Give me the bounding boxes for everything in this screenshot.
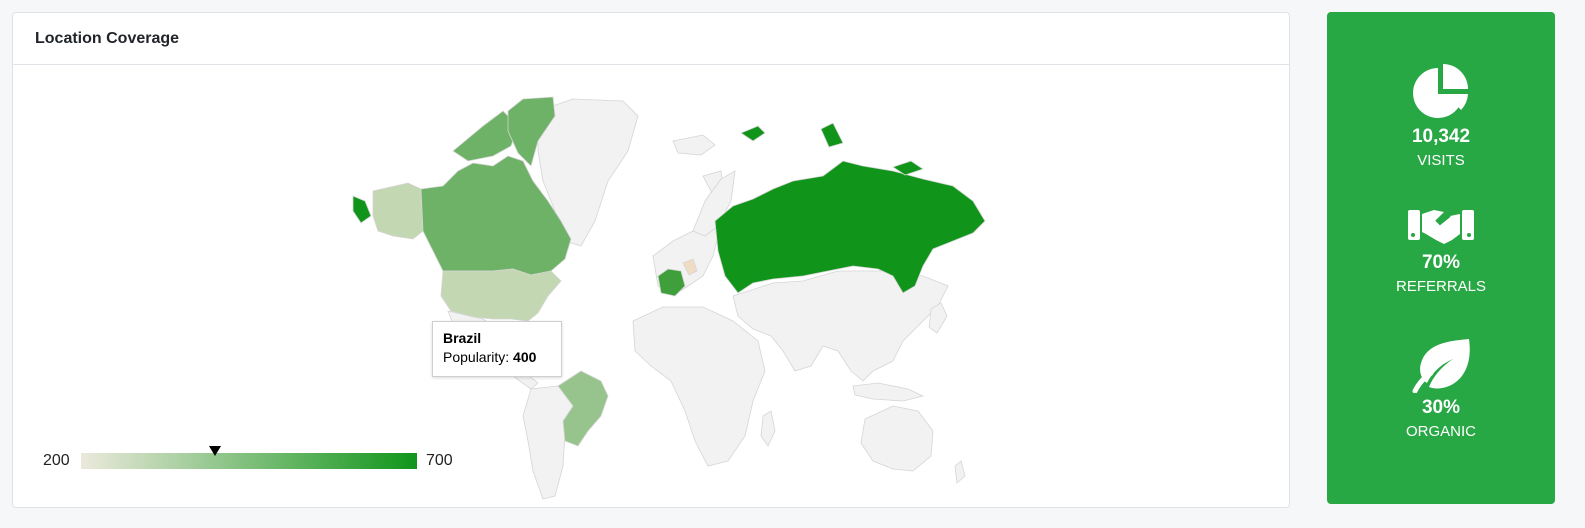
country-greenland-east[interactable] bbox=[537, 98, 639, 247]
legend-min: 200 bbox=[43, 452, 70, 469]
country-russia-arctic[interactable] bbox=[740, 122, 924, 176]
stat-organic: 30% ORGANIC bbox=[1327, 337, 1555, 440]
card-header: Location Coverage bbox=[13, 13, 1289, 65]
country-japan[interactable] bbox=[928, 302, 948, 334]
country-france[interactable] bbox=[657, 268, 686, 297]
stat-value: 10,342 bbox=[1411, 126, 1471, 147]
country-africa[interactable] bbox=[632, 306, 766, 467]
country-brazil[interactable] bbox=[557, 370, 609, 447]
legend-gradient-bar bbox=[81, 446, 417, 469]
legend-max: 700 bbox=[426, 452, 453, 469]
country-asia[interactable] bbox=[732, 270, 949, 382]
country-greenland[interactable] bbox=[507, 96, 556, 167]
stat-referrals: 70% REFERRALS bbox=[1327, 204, 1555, 295]
country-indonesia[interactable] bbox=[852, 382, 925, 402]
tooltip-value: 400 bbox=[513, 349, 537, 365]
legend-marker bbox=[209, 446, 222, 456]
country-scandinavia[interactable] bbox=[692, 170, 736, 237]
location-coverage-card: Location Coverage bbox=[12, 12, 1290, 508]
stats-panel: 10,342 VISITS 70% REFERRALS 30% ORGANIC bbox=[1327, 12, 1555, 504]
country-united-states[interactable] bbox=[440, 268, 562, 322]
card-title: Location Coverage bbox=[35, 29, 180, 47]
stat-label: REFERRALS bbox=[1395, 278, 1487, 295]
country-iceland[interactable] bbox=[672, 134, 716, 156]
handshake-icon bbox=[1408, 210, 1474, 244]
tooltip-row: Popularity: 400 bbox=[443, 349, 551, 365]
tooltip-label: Popularity: bbox=[443, 349, 510, 365]
geo-chart[interactable]: Brazil Popularity: 400 200 700 bbox=[13, 65, 1289, 507]
map-tooltip: Brazil Popularity: 400 bbox=[432, 321, 562, 377]
tooltip-country: Brazil bbox=[443, 330, 482, 346]
country-australia[interactable] bbox=[860, 405, 934, 472]
pie-chart-icon bbox=[1413, 64, 1468, 118]
country-alaska[interactable] bbox=[372, 182, 424, 240]
stat-label: ORGANIC bbox=[1405, 423, 1476, 440]
country-alaska-west[interactable] bbox=[352, 195, 372, 224]
stat-label: VISITS bbox=[1417, 152, 1465, 169]
stat-value: 30% bbox=[1421, 397, 1461, 418]
stat-value: 70% bbox=[1421, 252, 1461, 273]
country-russia[interactable] bbox=[714, 160, 986, 294]
color-legend: 200 700 bbox=[43, 446, 463, 473]
stat-visits: 10,342 VISITS bbox=[1327, 64, 1555, 169]
country-new-zealand[interactable] bbox=[954, 460, 966, 484]
leaf-icon bbox=[1412, 339, 1470, 393]
country-madagascar[interactable] bbox=[760, 410, 776, 447]
world-map[interactable] bbox=[333, 71, 1013, 501]
country-germany[interactable] bbox=[682, 258, 698, 276]
